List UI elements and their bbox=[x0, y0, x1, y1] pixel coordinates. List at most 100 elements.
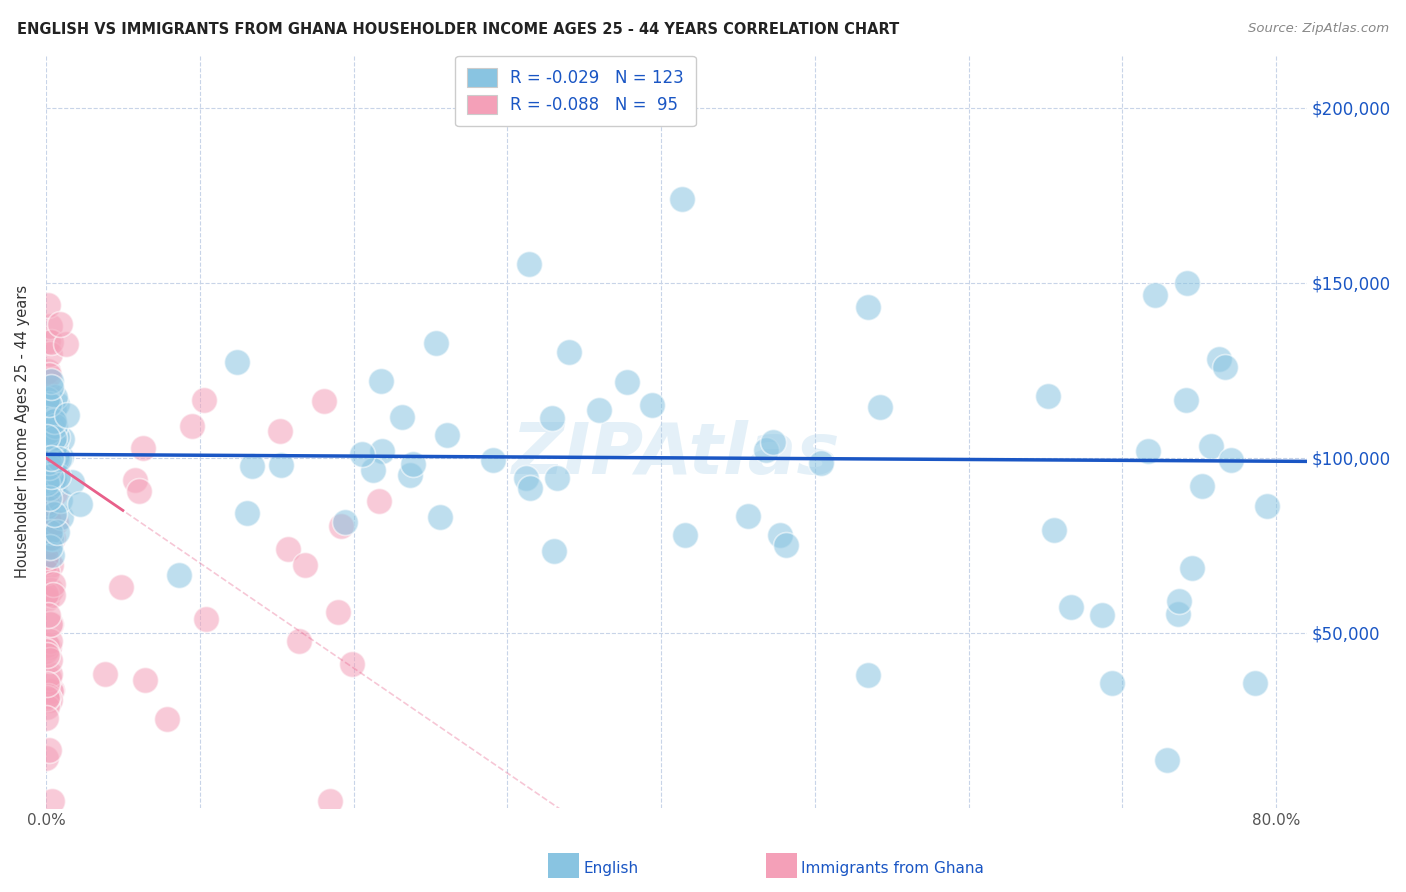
Point bbox=[515, 470, 537, 484]
Point bbox=[39, 531, 62, 545]
Point bbox=[69, 497, 91, 511]
Point bbox=[38, 455, 60, 469]
Point bbox=[42, 589, 65, 603]
Point bbox=[38, 424, 60, 438]
Point bbox=[195, 612, 218, 626]
Point bbox=[48, 468, 70, 483]
Point bbox=[1042, 523, 1064, 537]
Point bbox=[38, 368, 60, 383]
Point bbox=[45, 525, 67, 540]
Point bbox=[1256, 499, 1278, 513]
Point bbox=[1060, 599, 1083, 614]
Point bbox=[671, 192, 693, 206]
Point bbox=[35, 457, 58, 471]
Point bbox=[38, 671, 60, 685]
Point bbox=[226, 355, 249, 369]
Point bbox=[37, 474, 59, 488]
Point bbox=[39, 540, 62, 554]
Point bbox=[35, 533, 58, 547]
Point bbox=[42, 414, 65, 428]
Point bbox=[38, 743, 60, 757]
Point bbox=[37, 435, 59, 450]
Point bbox=[44, 402, 66, 417]
Point bbox=[270, 458, 292, 472]
Point bbox=[41, 582, 63, 597]
Point bbox=[1213, 359, 1236, 374]
Point bbox=[810, 456, 832, 470]
Point bbox=[37, 638, 59, 652]
Point bbox=[38, 438, 60, 452]
Point bbox=[35, 500, 58, 515]
Point bbox=[543, 543, 565, 558]
Point bbox=[39, 616, 62, 631]
Point bbox=[398, 468, 420, 483]
Point bbox=[44, 475, 66, 490]
Point bbox=[48, 317, 70, 331]
Point bbox=[330, 519, 353, 533]
Point bbox=[51, 433, 73, 447]
Point bbox=[37, 470, 59, 484]
Point bbox=[541, 411, 564, 425]
Point bbox=[35, 434, 58, 448]
Point bbox=[156, 712, 179, 726]
Point bbox=[35, 411, 58, 425]
Point bbox=[39, 401, 62, 416]
Point bbox=[294, 558, 316, 572]
Point bbox=[49, 492, 72, 507]
Point bbox=[1191, 479, 1213, 493]
Point bbox=[38, 418, 60, 433]
Point bbox=[1101, 676, 1123, 690]
Point bbox=[51, 509, 73, 524]
Point bbox=[588, 402, 610, 417]
Point bbox=[42, 472, 65, 486]
Point bbox=[39, 524, 62, 538]
Point bbox=[94, 667, 117, 681]
Point bbox=[167, 567, 190, 582]
Point bbox=[1167, 607, 1189, 622]
Point bbox=[1220, 452, 1243, 467]
Point bbox=[39, 347, 62, 361]
Point bbox=[1208, 352, 1230, 367]
Legend: R = -0.029   N = 123, R = -0.088   N =  95: R = -0.029 N = 123, R = -0.088 N = 95 bbox=[456, 56, 696, 126]
Text: ENGLISH VS IMMIGRANTS FROM GHANA HOUSEHOLDER INCOME AGES 25 - 44 YEARS CORRELATI: ENGLISH VS IMMIGRANTS FROM GHANA HOUSEHO… bbox=[17, 22, 898, 37]
Point bbox=[38, 448, 60, 462]
Point bbox=[37, 297, 59, 311]
Point bbox=[48, 452, 70, 467]
Point bbox=[44, 418, 66, 433]
Point bbox=[402, 457, 425, 471]
Point bbox=[869, 400, 891, 414]
Point bbox=[132, 441, 155, 455]
Point bbox=[38, 667, 60, 681]
Point bbox=[1181, 561, 1204, 575]
Point bbox=[1156, 753, 1178, 767]
Point bbox=[37, 689, 59, 703]
Point bbox=[367, 494, 389, 508]
Point bbox=[38, 481, 60, 495]
Point bbox=[35, 409, 58, 424]
Point bbox=[35, 479, 58, 493]
Point bbox=[1174, 393, 1197, 408]
Point bbox=[37, 429, 59, 443]
Point bbox=[1201, 439, 1223, 453]
Point bbox=[45, 430, 67, 444]
Point bbox=[39, 558, 62, 572]
Point bbox=[41, 439, 63, 453]
Point bbox=[312, 394, 335, 409]
Point bbox=[38, 640, 60, 654]
Point bbox=[37, 522, 59, 536]
Point bbox=[38, 466, 60, 480]
Point bbox=[35, 476, 58, 491]
Point bbox=[39, 374, 62, 388]
Point bbox=[37, 607, 59, 622]
Point bbox=[128, 484, 150, 499]
Point bbox=[45, 397, 67, 411]
Point bbox=[35, 587, 58, 601]
Point bbox=[38, 397, 60, 411]
Point bbox=[35, 417, 58, 431]
Point bbox=[35, 648, 58, 662]
Point bbox=[240, 458, 263, 473]
Point bbox=[35, 427, 58, 442]
Point bbox=[56, 408, 79, 422]
Point bbox=[37, 591, 59, 606]
Point bbox=[44, 390, 66, 404]
